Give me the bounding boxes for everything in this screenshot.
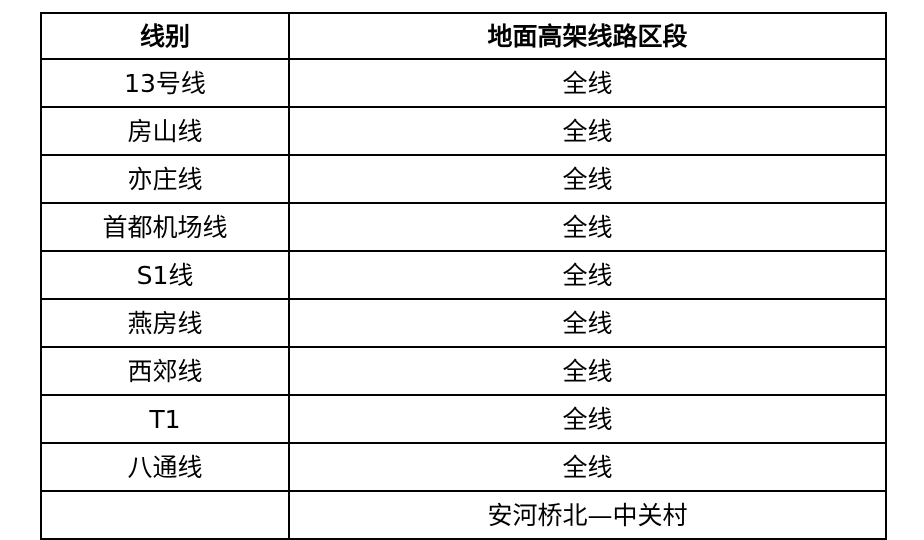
line-name-cell: 八通线	[40, 442, 290, 492]
section-cell: 全线	[288, 394, 887, 444]
table-row: 房山线 全线	[40, 106, 887, 156]
header-row: 线别 地面高架线路区段	[40, 12, 887, 60]
line-name-cell: S1线	[40, 250, 290, 300]
section-cell: 全线	[288, 154, 887, 204]
line-name-cell: 13号线	[40, 58, 290, 108]
section-cell: 全线	[288, 346, 887, 396]
line-name-cell: 西郊线	[40, 346, 290, 396]
section-cell: 全线	[288, 106, 887, 156]
section-cell: 全线	[288, 202, 887, 252]
table-row: S1线 全线	[40, 250, 887, 300]
section-cell: 全线	[288, 58, 887, 108]
table-row: 八通线 全线	[40, 442, 887, 492]
table-row: 亦庄线 全线	[40, 154, 887, 204]
elevated-lines-table: 线别 地面高架线路区段 13号线 全线 房山线 全线 亦庄线 全线 首都机场线 全线 S1线 全线…	[40, 12, 887, 540]
line-name-cell: T1	[40, 394, 290, 444]
table-row: 燕房线 全线	[40, 298, 887, 348]
section-cell: 全线	[288, 250, 887, 300]
table-row: 首都机场线 全线	[40, 202, 887, 252]
line-name-cell: 燕房线	[40, 298, 290, 348]
line-name-cell: 亦庄线	[40, 154, 290, 204]
table-row: 13号线 全线	[40, 58, 887, 108]
line-name-cell: 房山线	[40, 106, 290, 156]
table-row: 安河桥北—中关村	[40, 490, 887, 540]
section-cell: 全线	[288, 442, 887, 492]
header-line: 线别	[40, 12, 290, 60]
section-cell: 安河桥北—中关村	[288, 490, 887, 540]
header-section: 地面高架线路区段	[288, 12, 887, 60]
table-row: 西郊线 全线	[40, 346, 887, 396]
line-name-cell: 首都机场线	[40, 202, 290, 252]
table-row: T1 全线	[40, 394, 887, 444]
line-name-cell	[40, 490, 290, 540]
section-cell: 全线	[288, 298, 887, 348]
